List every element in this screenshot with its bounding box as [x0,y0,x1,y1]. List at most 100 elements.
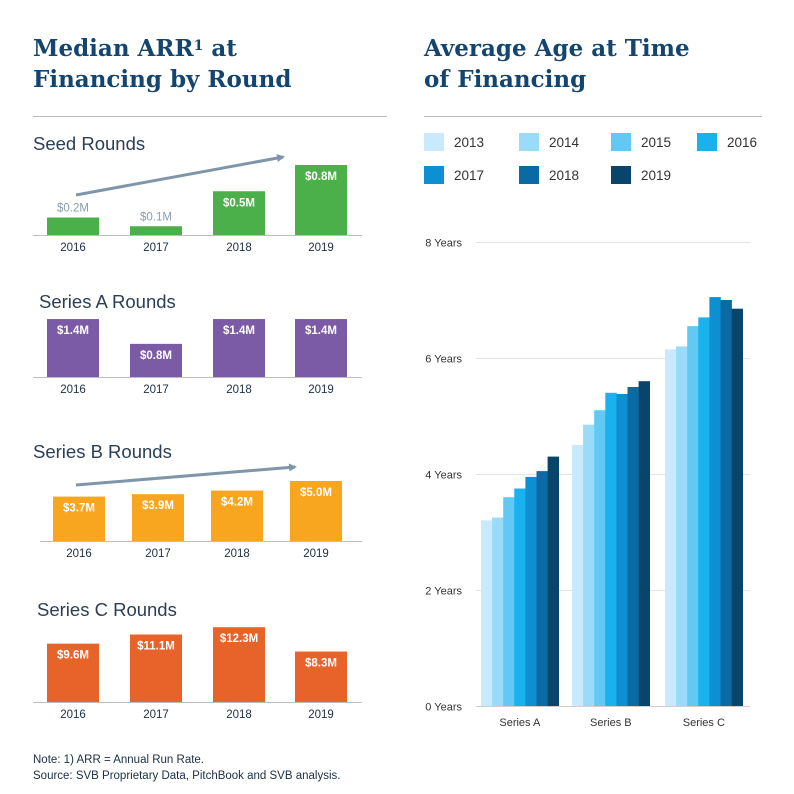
left-title-line2: Financing by Round [33,66,292,93]
series-c-data-label-2018: $12.3M [220,633,258,645]
age-bar-series-b-2013 [572,445,584,706]
x-category-label-series-c: Series C [683,717,725,729]
legend-swatch-2016 [697,133,717,151]
series-b-bar-2019 [290,481,342,541]
legend-label-2014: 2014 [549,134,580,150]
seed-data-label-2018: $0.5M [223,197,255,209]
legend-label-2016: 2016 [727,134,758,150]
age-bar-series-b-2019 [638,381,650,706]
series-a-bar-2017 [130,343,182,377]
left-title-line1-end: at [203,35,237,62]
series-c-data-label-2016: $9.6M [57,650,89,662]
series-a-data-label-2018: $1.4M [223,325,255,337]
y-tick-label-6: 6 Years [425,354,462,366]
right-title-line1: Average Age at Time [424,35,690,62]
legend-item-2018: 2018 [519,166,579,184]
age-bar-series-c-2017 [709,297,721,706]
series-a-bar-2019 [295,319,347,377]
age-bar-series-c-2013 [665,349,677,706]
legend-item-2014: 2014 [519,133,579,151]
age-bar-series-c-2015 [687,326,699,706]
age-bar-series-b-2018 [627,387,639,706]
seed-category-label-2017: 2017 [143,242,169,254]
series-a-bar-2018 [213,319,265,377]
seed-data-label-2016: $0.2M [57,203,89,215]
series-a-category-label-2019: 2019 [308,384,334,396]
legend-label-2019: 2019 [641,167,672,183]
series-c-data-label-2019: $8.3M [305,658,337,670]
legend-item-2015: 2015 [611,133,671,151]
seed-bar-chart: $0.2M 2016 $0.1M 2017 $0.5M 2018 $0.8M 2019 [33,154,362,254]
legend-swatch-2019 [611,166,631,184]
seed-category-label-2016: 2016 [60,242,86,254]
seed-trend-arrow [75,154,285,197]
age-bar-series-c-2019 [731,308,743,706]
series-a-rounds-title: Series A Rounds [39,291,176,312]
age-bar-series-a-2019 [547,456,559,706]
legend-item-2013: 2013 [424,133,484,151]
legend-label-2017: 2017 [454,167,485,183]
seed-bar-2016 [47,217,99,235]
series-b-category-label-2016: 2016 [66,548,92,560]
series-a-bar-2016 [47,319,99,377]
y-tick-label-0: 0 Years [425,702,462,714]
series-c-category-label-2019: 2019 [308,709,334,721]
left-title-divider [33,116,387,117]
series-b-category-label-2017: 2017 [145,548,171,560]
age-bar-series-c-2018 [720,300,732,706]
seed-bar-2018 [213,191,265,235]
series-b-data-label-2019: $5.0M [300,487,332,499]
seed-rounds-title: Seed Rounds [33,133,146,154]
series-b-data-label-2016: $3.7M [63,503,95,515]
seed-category-label-2018: 2018 [226,242,252,254]
series-b-bar-chart: $3.7M 2016 $3.9M 2017 $4.2M 2018 $5.0M 2019 [40,463,362,560]
average-age-chart: 0 Years 2 Years 4 Years 6 Years 8 Years Serie… [425,238,750,729]
series-c-category-label-2016: 2016 [60,709,86,721]
seed-category-label-2019: 2019 [308,242,334,254]
left-title: Median ARR1 at Financing by Round [33,33,291,95]
age-bar-series-b-2017 [616,393,628,706]
seed-data-label-2017: $0.1M [140,211,172,223]
age-bar-series-c-2014 [676,346,688,706]
legend-item-2016: 2016 [697,133,757,151]
series-a-category-label-2017: 2017 [143,384,169,396]
series-b-data-label-2018: $4.2M [221,497,253,509]
age-bar-series-b-2016 [605,392,617,706]
series-a-data-label-2019: $1.4M [305,325,337,337]
age-bar-series-a-2013 [481,520,493,706]
series-a-category-label-2018: 2018 [226,384,252,396]
series-b-data-label-2017: $3.9M [142,500,174,512]
series-b-rounds-title: Series B Rounds [33,441,172,462]
legend-swatch-2013 [424,133,444,151]
series-c-bar-2018 [213,627,265,702]
series-a-data-label-2016: $1.4M [57,325,89,337]
series-a-bar-chart: $1.4M 2016 $0.8M 2017 $1.4M 2018 $1.4M 2019 [33,319,362,396]
seed-data-label-2019: $0.8M [305,171,337,183]
series-a-data-label-2017: $0.8M [140,350,172,362]
series-b-category-label-2019: 2019 [303,548,329,560]
series-b-bar-2018 [211,490,263,541]
series-b-bar-2017 [132,494,184,541]
series-a-category-label-2016: 2016 [60,384,86,396]
seed-bar-2017 [130,226,182,235]
legend-swatch-2015 [611,133,631,151]
series-b-trend-arrow [75,463,297,487]
series-c-category-label-2018: 2018 [226,709,252,721]
y-tick-label-8: 8 Years [425,238,462,250]
legend-item-2019: 2019 [611,166,671,184]
series-c-rounds-title: Series C Rounds [37,599,177,620]
right-title-line2: of Financing [424,66,587,93]
y-tick-label-4: 4 Years [425,470,462,482]
age-bar-series-a-2016 [514,488,526,706]
legend-label-2015: 2015 [641,134,672,150]
series-c-bar-2016 [47,643,99,702]
legend-swatch-2018 [519,166,539,184]
series-c-data-label-2017: $11.1M [137,641,175,653]
series-b-bar-2016 [53,496,105,541]
legend-label-2013: 2013 [454,134,485,150]
legend-swatch-2017 [424,166,444,184]
age-bar-series-a-2017 [525,476,537,706]
series-c-bar-chart: $9.6M 2016 $11.1M 2017 $12.3M 2018 $8.3M 2019 [33,627,362,721]
legend-swatch-2014 [519,133,539,151]
